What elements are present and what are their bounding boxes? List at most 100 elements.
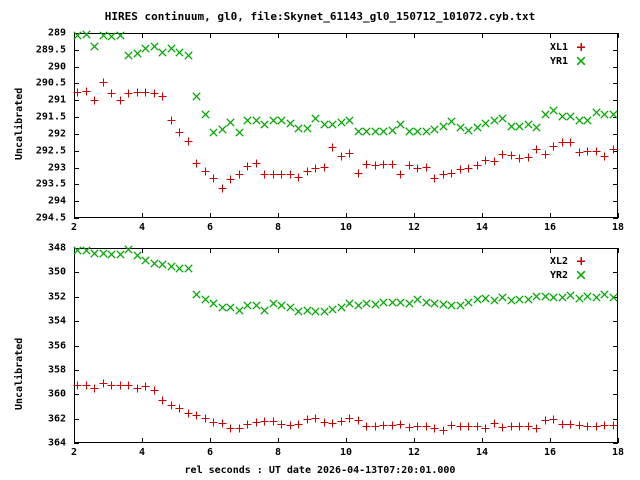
y-tickmark (613, 83, 618, 84)
legend-label: XL1 (549, 42, 568, 53)
x-tick-label: 2 (70, 447, 78, 458)
data-point-plus (73, 88, 82, 97)
y-tick-label: 352 (47, 291, 66, 303)
y-tickmark (74, 168, 79, 169)
data-point-plus (294, 420, 303, 428)
y-tick-label: 294.5 (35, 212, 66, 224)
x-tick-label: 18 (611, 222, 625, 233)
data-point-cross (175, 263, 185, 273)
data-point-cross (507, 121, 516, 131)
data-point-plus (82, 381, 91, 390)
data-point-cross (473, 122, 482, 132)
data-point-plus (405, 423, 414, 432)
x-tick-label: 16 (543, 447, 557, 458)
x-tick-label: 8 (274, 447, 282, 458)
data-point-cross (218, 125, 227, 134)
data-point-cross (464, 297, 474, 307)
data-point-plus (439, 170, 448, 179)
y-tickmark (613, 321, 618, 322)
data-point-cross (371, 126, 380, 136)
data-point-cross (167, 44, 176, 53)
x-tick-label: 4 (138, 222, 146, 233)
y-tickmark (613, 248, 618, 249)
data-point-plus (566, 138, 575, 147)
y-tickmark (74, 346, 79, 347)
data-point-cross (90, 249, 100, 259)
data-point-plus (464, 164, 473, 173)
legend-plus-icon (568, 256, 594, 269)
data-point-cross (107, 32, 117, 41)
data-point-cross (303, 124, 312, 133)
x-tickmark (550, 438, 551, 443)
data-point-cross (235, 305, 244, 315)
data-point-plus (99, 78, 108, 87)
y-tick-label: 291.5 (35, 111, 66, 123)
data-point-plus (184, 409, 193, 418)
data-point-cross (592, 108, 601, 117)
data-point-cross (439, 121, 448, 131)
data-point-cross (337, 118, 346, 127)
data-point-plus (201, 414, 210, 423)
data-point-plus (524, 153, 533, 162)
data-point-cross (396, 298, 406, 307)
y-tickmark (74, 297, 79, 298)
data-point-cross (320, 307, 329, 317)
data-point-cross (209, 299, 219, 309)
y-tick-label: 289 (47, 27, 66, 39)
y-tickmark (74, 272, 79, 273)
data-point-cross (609, 110, 618, 119)
data-point-cross (345, 299, 355, 309)
data-point-plus (286, 170, 295, 179)
y-tick-label: 360 (47, 388, 66, 400)
data-point-cross (532, 122, 542, 132)
data-point-plus (609, 421, 618, 430)
data-point-plus (345, 414, 354, 423)
data-point-plus (515, 154, 524, 163)
data-point-plus (107, 381, 116, 389)
x-tick-label: 4 (138, 447, 146, 458)
x-tick-label: 18 (611, 447, 625, 458)
data-point-plus (600, 152, 609, 161)
data-point-plus (558, 138, 567, 147)
y-tickmark (74, 201, 79, 202)
data-point-plus (235, 170, 244, 179)
data-point-plus (73, 381, 82, 390)
data-point-plus (116, 381, 125, 390)
data-point-plus (600, 421, 609, 430)
y-tick-label: 358 (47, 364, 66, 376)
x-tick-label: 12 (407, 447, 421, 458)
data-point-plus (541, 150, 550, 159)
y-tickmark (74, 134, 79, 135)
data-point-plus (201, 167, 210, 176)
data-point-plus (192, 159, 201, 167)
data-point-cross (413, 127, 423, 136)
y-tickmark (74, 443, 79, 444)
data-point-cross (507, 296, 516, 305)
x-tickmark (618, 33, 619, 38)
y-tickmark (613, 394, 618, 395)
x-tickmark (142, 248, 143, 253)
data-point-cross (456, 123, 465, 132)
data-point-cross (167, 262, 176, 271)
data-point-plus (371, 422, 380, 431)
data-point-plus (209, 174, 218, 183)
data-point-cross (430, 125, 440, 134)
data-point-cross (541, 291, 550, 301)
data-point-plus (99, 379, 108, 388)
bottom-plot-frame (74, 248, 618, 443)
data-point-plus (303, 167, 312, 176)
y-tickmark (74, 419, 79, 420)
data-point-plus (150, 386, 159, 395)
data-point-plus (107, 89, 116, 98)
y-tickmark (613, 168, 618, 169)
data-point-plus (158, 92, 167, 101)
data-point-cross (158, 47, 168, 57)
data-point-cross (252, 116, 261, 125)
data-point-cross (583, 292, 593, 301)
legend-item: YR2 (468, 270, 608, 284)
legend-plus-icon (568, 42, 594, 55)
data-point-plus (354, 416, 363, 425)
data-point-plus (447, 421, 456, 430)
data-point-plus (592, 147, 601, 156)
